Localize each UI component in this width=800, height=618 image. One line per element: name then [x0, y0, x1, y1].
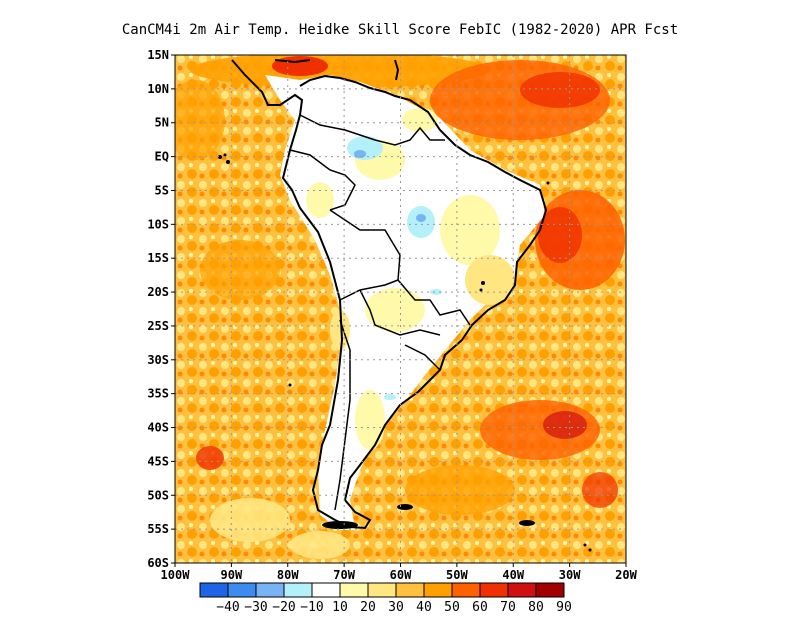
latitude-labels: 15N 10N 5N EQ 5S 10S 15S 20S 25S 30S 35S 40S 45S 50S 5…	[147, 48, 175, 570]
colorbar-swatch	[339, 582, 369, 598]
lat-label: 30S	[147, 353, 169, 367]
lat-label: 5S	[155, 183, 169, 197]
lat-label: 45S	[147, 454, 169, 468]
colorbar-swatch	[451, 582, 481, 598]
colorbar-label: 30	[388, 600, 404, 615]
lon-label: 60W	[390, 568, 412, 582]
lon-label: 50W	[446, 568, 468, 582]
colorbar-label: 80	[528, 600, 544, 615]
colorbar-swatch	[423, 582, 453, 598]
lon-label: 100W	[161, 568, 191, 582]
colorbar-swatch	[507, 582, 537, 598]
colorbar-swatch	[395, 582, 425, 598]
country-borders	[289, 114, 471, 511]
colorbar-label: 10	[332, 600, 348, 615]
colorbar-swatch	[479, 582, 509, 598]
lon-label: 20W	[615, 568, 637, 582]
lat-label: 10N	[147, 82, 169, 96]
lat-label: 10S	[147, 217, 169, 231]
colorbar-label: −10	[300, 600, 323, 615]
lon-label: 30W	[559, 568, 581, 582]
colorbar: −40 −30 −20 −10 10 20 30 40 50 60 70 80 90	[199, 582, 572, 615]
lat-label: 25S	[147, 319, 169, 333]
lat-label: 55S	[147, 522, 169, 536]
colorbar-swatch	[535, 582, 565, 598]
colorbar-swatch	[367, 582, 397, 598]
lat-label: 20S	[147, 285, 169, 299]
caribbean-islands	[274, 59, 400, 81]
lat-label: 15S	[147, 251, 169, 265]
colorbar-swatch	[227, 582, 257, 598]
coastlines	[231, 59, 548, 530]
colorbar-swatch	[283, 582, 313, 598]
colorbar-label: 60	[472, 600, 488, 615]
lat-label: 40S	[147, 421, 169, 435]
lat-label: 5N	[155, 116, 169, 130]
lon-label: 90W	[221, 568, 243, 582]
colorbar-swatch	[255, 582, 285, 598]
graticule	[175, 55, 626, 563]
map-title: CanCM4i 2m Air Temp. Heidke Skill Score …	[122, 22, 678, 38]
lon-label: 40W	[502, 568, 524, 582]
colorbar-label: −30	[244, 600, 267, 615]
colorbar-swatch	[199, 582, 229, 598]
lon-label: 80W	[277, 568, 299, 582]
colorbar-label: 20	[360, 600, 376, 615]
lat-label: 35S	[147, 387, 169, 401]
colorbar-label: −20	[272, 600, 295, 615]
longitude-labels: 100W 90W 80W 70W 60W 50W 40W 30W 20W	[161, 563, 638, 582]
colorbar-label: −40	[216, 600, 239, 615]
lat-label: 50S	[147, 488, 169, 502]
colorbar-label: 40	[416, 600, 432, 615]
lat-label: 15N	[147, 48, 169, 62]
colorbar-label: 70	[500, 600, 516, 615]
colorbar-label: 90	[556, 600, 572, 615]
colorbar-label: 50	[444, 600, 460, 615]
skill-field	[175, 55, 626, 563]
colorbar-swatch	[311, 582, 341, 598]
lon-label: 70W	[333, 568, 355, 582]
lat-label: EQ	[155, 150, 169, 164]
lat-label: 60S	[147, 556, 169, 570]
